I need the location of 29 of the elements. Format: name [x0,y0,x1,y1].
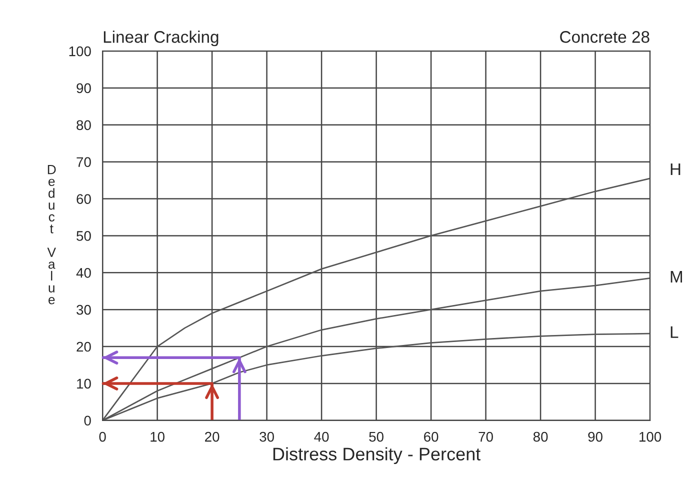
y-tick-label: 20 [76,342,91,352]
x-tick-label: 20 [205,432,220,442]
x-tick-label: 40 [314,432,329,442]
y-tick-label: 80 [76,120,91,130]
text: Deduct Value [47,165,56,304]
x-axis-title: Distress Density - Percent [273,447,481,464]
x-tick-label: 90 [588,432,602,442]
y-tick-label: 10 [77,378,91,389]
x-tick-label: 60 [424,432,438,442]
series-label: M [670,271,682,282]
y-tick-label: 40 [76,268,91,278]
y-tick-label: 50 [76,231,91,241]
y-tick-label: 0 [84,416,91,426]
y-tick-label: 30 [76,304,91,315]
x-tick-label: 70 [478,432,493,442]
chart-subtitle: Concrete 28 [560,31,650,43]
series-label: H [670,164,680,175]
x-tick-label: 0 [99,432,106,442]
chart-title: Linear Cracking [104,30,218,46]
y-tick-label: 90 [76,83,91,94]
x-tick-label: 80 [533,432,548,442]
y-tick-label: 60 [76,194,91,204]
x-tick-label: 100 [640,432,662,442]
y-tick-label: 70 [76,157,91,168]
x-tick-label: 30 [260,432,274,442]
x-tick-label: 10 [150,432,164,442]
x-tick-label: 50 [369,432,384,442]
y-tick-label: 100 [69,46,91,56]
series-label: L [670,326,678,338]
